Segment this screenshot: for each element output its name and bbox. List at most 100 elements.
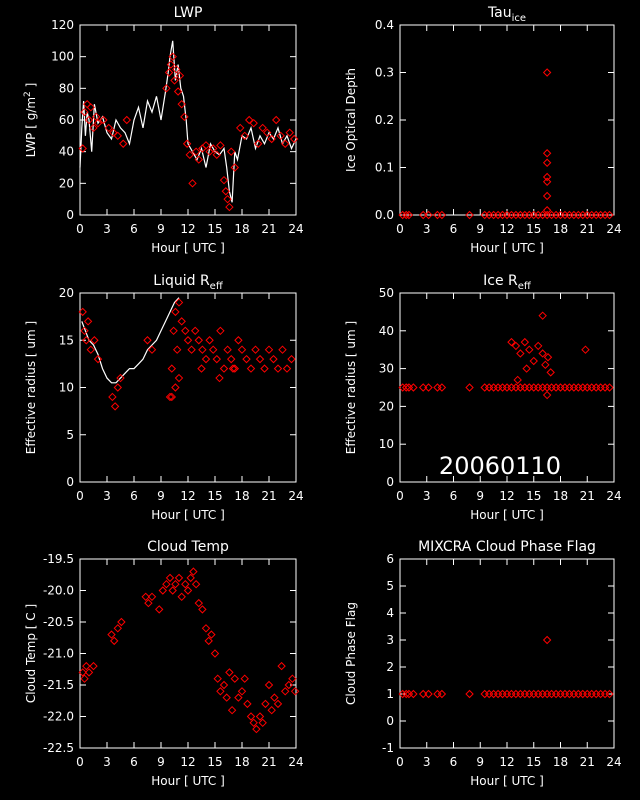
x-tick-label: 24 — [606, 755, 621, 769]
data-point — [271, 115, 281, 125]
x-tick-label: 21 — [261, 222, 276, 236]
data-point — [264, 680, 274, 690]
data-point — [216, 326, 225, 336]
data-point — [240, 674, 249, 683]
data-point — [398, 689, 407, 699]
series-line — [79, 40, 297, 203]
y-tick-label: -22.5 — [43, 741, 74, 755]
y-tick-label: -20.5 — [43, 615, 74, 629]
data-point — [84, 115, 94, 125]
y-tick-label: 5 — [66, 428, 74, 442]
data-point — [409, 383, 418, 392]
data-point — [543, 353, 553, 362]
data-point — [511, 383, 521, 392]
data-point — [489, 689, 498, 699]
data-point — [109, 128, 118, 137]
data-point — [187, 345, 196, 354]
data-point — [542, 390, 552, 400]
data-point — [276, 131, 285, 141]
x-tick-label: 24 — [288, 222, 303, 236]
data-point — [587, 689, 596, 699]
data-point — [223, 194, 232, 204]
data-point — [181, 579, 190, 589]
y-tick-label: 30 — [379, 362, 394, 376]
data-point — [168, 586, 177, 595]
data-point — [113, 624, 123, 633]
x-tick-label: 18 — [553, 755, 568, 769]
data-point — [547, 689, 556, 699]
data-point — [180, 112, 189, 122]
data-point — [280, 687, 290, 696]
y-axis-label: Effective radius [ um ] — [24, 321, 38, 454]
data-point — [237, 345, 247, 354]
data-point — [177, 317, 186, 326]
data-point — [534, 341, 543, 351]
data-point — [164, 68, 174, 77]
data-point — [216, 141, 225, 150]
x-tick-label: 12 — [499, 222, 514, 236]
data-point — [93, 354, 103, 364]
data-point — [261, 699, 270, 709]
data-point — [267, 705, 276, 715]
data-point — [437, 689, 447, 699]
data-point — [168, 52, 177, 61]
data-point — [264, 345, 274, 354]
data-point — [516, 689, 525, 699]
data-point — [270, 693, 279, 702]
data-point — [605, 383, 614, 392]
data-point — [556, 383, 565, 392]
data-point — [172, 345, 182, 354]
panel-title-main: Tau — [487, 5, 512, 21]
panel-ctemp: Cloud Temp Hour [ UTC ] Cloud Temp [ C ] 0 3… — [24, 539, 304, 788]
x-tick-label: 18 — [234, 489, 249, 503]
y-tick-label: 3 — [386, 633, 394, 647]
x-tick-label: 0 — [396, 755, 404, 769]
x-tick-label: 18 — [234, 755, 249, 769]
data-point — [556, 689, 565, 699]
data-point — [284, 680, 294, 690]
data-point — [502, 383, 512, 392]
data-point — [583, 383, 592, 392]
data-point — [277, 661, 286, 671]
data-point — [78, 668, 87, 677]
y-tick-label: 4 — [386, 606, 394, 620]
data-point — [82, 336, 91, 345]
x-tick-label: 24 — [606, 489, 621, 503]
data-point — [542, 206, 552, 215]
data-point — [249, 718, 258, 728]
data-point — [244, 115, 254, 125]
data-point — [99, 115, 108, 125]
data-point — [78, 307, 87, 317]
x-tick-label: 18 — [553, 222, 568, 236]
y-tick-label: 10 — [379, 437, 394, 451]
data-point — [560, 383, 570, 392]
data-point — [182, 139, 192, 148]
data-point — [80, 326, 89, 336]
data-point — [228, 364, 238, 373]
x-tick-label: 9 — [157, 489, 165, 503]
x-tick-label: 15 — [207, 755, 222, 769]
data-point — [198, 345, 207, 354]
data-point — [189, 567, 198, 576]
data-point — [398, 210, 407, 220]
data-point — [493, 689, 503, 699]
data-point — [551, 383, 561, 392]
date-label: 20060110 — [439, 452, 561, 480]
data-point — [600, 689, 610, 699]
data-point — [89, 661, 98, 671]
data-point — [465, 383, 474, 392]
data-point — [110, 402, 120, 411]
x-tick-label: 15 — [526, 489, 541, 503]
data-point — [109, 636, 119, 646]
y-tick-label: 20 — [59, 176, 74, 190]
data-point — [398, 383, 407, 392]
x-tick-label: 12 — [180, 755, 195, 769]
data-point — [141, 592, 150, 602]
y-axis-label: Ice Optical Depth — [344, 68, 358, 172]
y-tick-label: 120 — [51, 18, 74, 32]
x-tick-label: 6 — [130, 489, 138, 503]
x-tick-label: 15 — [526, 222, 541, 236]
x-tick-label: 0 — [396, 489, 404, 503]
data-point — [538, 349, 547, 358]
data-point — [288, 674, 297, 683]
